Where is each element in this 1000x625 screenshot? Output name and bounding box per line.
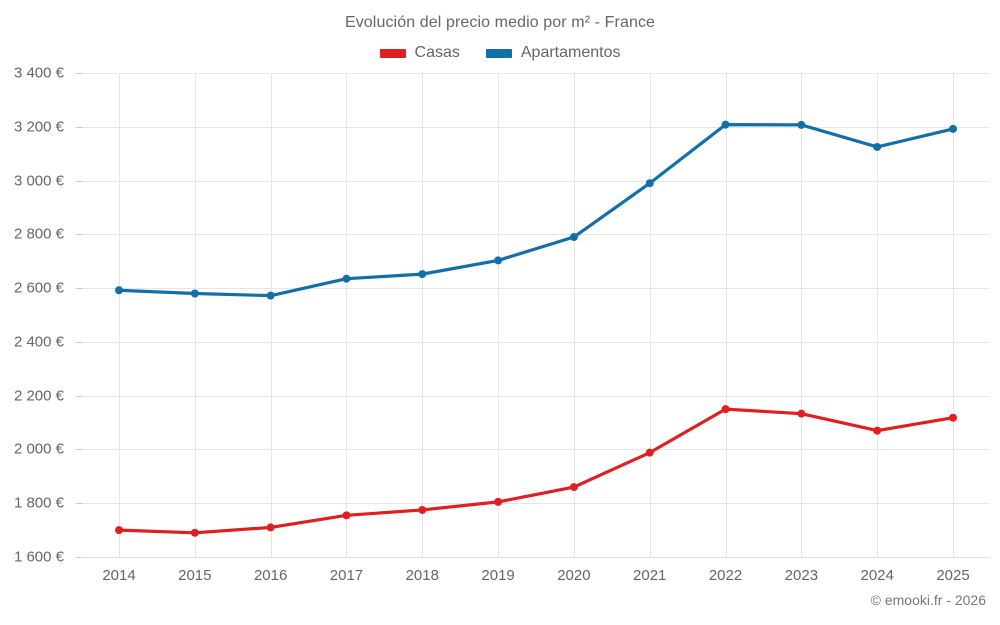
legend-label-casas: Casas — [414, 44, 460, 61]
x-axis-tick-label: 2019 — [481, 567, 515, 584]
y-axis-tick-label: 3 000 € — [13, 172, 64, 190]
gridline-horizontal — [82, 288, 990, 290]
gridline-vertical — [119, 73, 120, 557]
y-axis-tick-mark — [76, 288, 82, 290]
x-axis-tick-label: 2014 — [102, 567, 136, 584]
y-axis-tick-label: 3 400 € — [13, 64, 64, 82]
gridline-vertical — [194, 73, 196, 557]
legend-swatch-casas — [379, 48, 406, 58]
series-line-apartamentos — [117, 123, 955, 298]
x-axis-tick-label: 2016 — [253, 567, 288, 584]
y-axis-tick-label: 2 200 € — [13, 387, 64, 405]
y-axis-tick-label: 1 600 € — [13, 548, 64, 566]
x-axis-tick-label: 2025 — [936, 567, 970, 584]
gridline-vertical — [953, 73, 954, 557]
series-layer — [115, 120, 957, 537]
data-point[interactable] — [418, 270, 427, 279]
gridline-vertical — [801, 73, 803, 557]
x-axis-tick-label: 2023 — [784, 567, 819, 584]
data-point[interactable] — [115, 526, 123, 535]
y-axis-tick-mark — [76, 449, 82, 451]
data-point[interactable] — [721, 120, 730, 129]
data-point[interactable] — [494, 497, 503, 506]
gridline-vertical — [270, 73, 272, 557]
data-point[interactable] — [797, 409, 806, 418]
data-point[interactable] — [569, 233, 578, 242]
x-axis-tick-label: 2021 — [633, 567, 667, 584]
y-axis-tick-label: 2 800 € — [13, 225, 64, 243]
y-axis-tick-label: 2 600 € — [13, 279, 64, 297]
chart-title: Evolución del precio medio por m² - Fran… — [344, 14, 656, 31]
y-axis-tick-mark — [76, 73, 82, 74]
y-axis-tick-label: 2 400 € — [13, 333, 64, 351]
gridline-vertical — [725, 73, 727, 557]
legend-label-apartamentos: Apartamentos — [520, 44, 621, 61]
y-axis-tick-mark — [76, 234, 82, 236]
data-point[interactable] — [190, 289, 199, 298]
x-axis-tick-label: 2015 — [178, 567, 212, 584]
gridline-vertical — [877, 73, 879, 557]
data-point[interactable] — [949, 413, 957, 422]
series-line-casas — [117, 407, 955, 535]
data-point[interactable] — [342, 511, 351, 520]
data-point[interactable] — [115, 286, 123, 295]
data-point[interactable] — [494, 256, 503, 265]
gridline-vertical — [346, 73, 348, 557]
legend-item-apartamentos[interactable]: Apartamentos — [485, 44, 621, 62]
gridline-horizontal — [82, 73, 990, 74]
data-point[interactable] — [949, 124, 957, 133]
data-point[interactable] — [266, 291, 275, 300]
gridline-horizontal — [82, 341, 990, 343]
gridline-horizontal — [82, 234, 990, 236]
data-point[interactable] — [797, 120, 806, 129]
y-axis-tick-mark — [76, 180, 82, 182]
legend-swatch-apartamentos — [485, 48, 512, 58]
data-point[interactable] — [569, 483, 578, 492]
data-point[interactable] — [418, 505, 427, 514]
x-axis-line — [82, 557, 990, 558]
footer-credit: © emooki.fr - 2026 — [870, 592, 986, 608]
data-point[interactable] — [342, 274, 351, 283]
data-point[interactable] — [645, 179, 654, 188]
gridline-horizontal — [82, 395, 990, 397]
data-point[interactable] — [873, 142, 882, 151]
data-point[interactable] — [266, 523, 275, 532]
y-axis-tick-label: 3 200 € — [13, 118, 64, 136]
data-point[interactable] — [645, 448, 654, 457]
chart-legend: Casas Apartamentos — [0, 44, 1000, 62]
y-axis-tick-mark — [76, 503, 82, 505]
gridline-horizontal — [82, 449, 990, 451]
y-axis-tick-label: 1 800 € — [13, 494, 64, 512]
x-axis-tick-label: 2020 — [557, 567, 591, 584]
gridline-vertical — [422, 73, 424, 557]
data-point[interactable] — [190, 528, 199, 537]
plot-area: 1 600 € 1 800 € 2 000 € 2 200 € 2 400 € 2 600… — [14, 65, 990, 584]
gridline-vertical — [573, 73, 575, 557]
y-axis-tick-mark — [76, 395, 82, 397]
y-axis-tick-label: 2 000 € — [13, 440, 64, 458]
y-axis-tick-mark — [76, 341, 82, 343]
x-axis-tick-label: 2022 — [708, 567, 743, 584]
gridline-horizontal — [82, 180, 990, 182]
data-point[interactable] — [873, 426, 882, 435]
gridline-horizontal — [82, 503, 990, 505]
gridline-horizontal — [82, 126, 990, 128]
legend-item-casas[interactable]: Casas — [379, 44, 460, 62]
x-axis-tick-label: 2018 — [405, 567, 439, 584]
data-point[interactable] — [721, 405, 730, 414]
y-axis-tick-mark — [76, 557, 82, 558]
gridline-vertical — [498, 73, 500, 557]
y-axis-tick-mark — [76, 126, 82, 128]
x-axis-tick-label: 2017 — [329, 567, 364, 584]
gridline-vertical — [649, 73, 651, 557]
x-axis-tick-label: 2024 — [860, 567, 894, 584]
